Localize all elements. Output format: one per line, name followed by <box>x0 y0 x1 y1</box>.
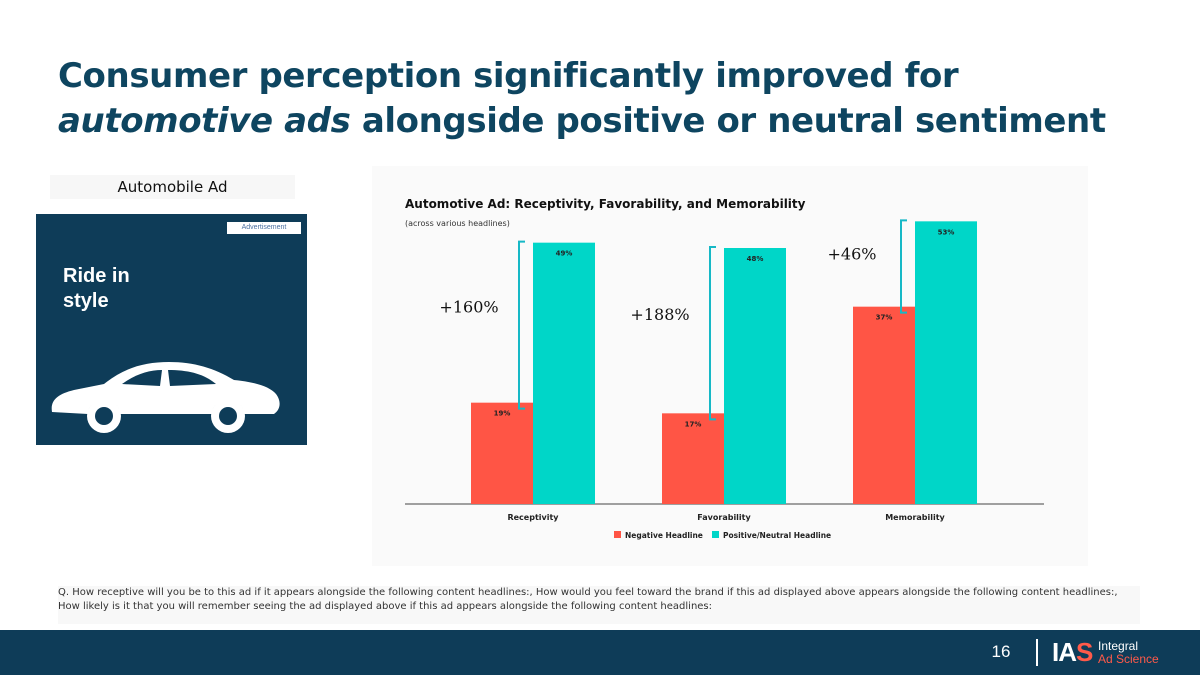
data-label-memorability-positive: 53% <box>938 228 955 236</box>
x-tick-receptivity: Receptivity <box>507 513 559 522</box>
advertisement-tag: Advertisement <box>227 222 301 234</box>
data-label-memorability-negative: 37% <box>876 314 893 322</box>
x-tick-favorability: Favorability <box>697 513 751 522</box>
logo-name-line-2: Ad Science <box>1098 652 1159 666</box>
bracket-favorability <box>709 246 716 421</box>
data-label-favorability-negative: 17% <box>685 420 702 428</box>
bar-memorability-negative <box>853 306 915 504</box>
logo-mark-s: S <box>1076 637 1093 667</box>
logo-name-line-1: Integral <box>1098 639 1139 653</box>
ad-preview: Advertisement Ride in style <box>36 214 307 445</box>
title-emphasis: automotive ads <box>58 101 351 141</box>
car-icon <box>51 362 280 433</box>
page-number: 16 <box>991 642 1011 661</box>
title-line-2: alongside positive or neutral sentiment <box>350 101 1106 141</box>
logo-mark-ia: IA <box>1052 637 1077 667</box>
annotation-memorability: +46% <box>828 245 877 264</box>
chart-subtitle: (across various headlines) <box>405 219 510 228</box>
ad-headline: Ride in style <box>63 265 130 312</box>
footnote: Q. How receptive will you be to this ad … <box>58 586 1140 624</box>
title-line-1: Consumer perception significantly improv… <box>58 56 959 96</box>
legend-label-negative: Negative Headline <box>625 531 703 540</box>
legend-swatch-positive <box>712 531 719 538</box>
bracket-receptivity <box>518 240 525 410</box>
chart-title: Automotive Ad: Receptivity, Favorability… <box>405 197 806 211</box>
data-label-receptivity-positive: 49% <box>556 250 573 258</box>
bar-receptivity-positive <box>533 242 595 504</box>
legend-label-positive: Positive/Neutral Headline <box>723 531 831 540</box>
slide-title: Consumer perception significantly improv… <box>58 54 1158 144</box>
bar-favorability-positive <box>724 248 786 504</box>
footer-bar: 16 IAS Integral Ad Science <box>0 630 1200 675</box>
legend-swatch-negative <box>614 531 621 538</box>
data-label-favorability-positive: 48% <box>747 255 764 263</box>
bar-chart: Automotive Ad: Receptivity, Favorability… <box>405 197 1044 540</box>
ias-logo-mark: IAS <box>1052 637 1093 667</box>
annotation-favorability: +188% <box>630 305 689 324</box>
bar-receptivity-negative <box>471 402 533 504</box>
x-tick-memorability: Memorability <box>885 513 945 522</box>
bar-memorability-positive <box>915 221 977 505</box>
bracket-memorability <box>900 219 907 314</box>
bar-favorability-negative <box>662 413 724 504</box>
footer-divider <box>1036 639 1038 666</box>
data-label-receptivity-negative: 19% <box>494 410 511 418</box>
ad-label: Automobile Ad <box>50 175 295 199</box>
ias-logo-name: Integral Ad Science <box>1098 640 1159 666</box>
annotation-receptivity: +160% <box>439 297 498 316</box>
